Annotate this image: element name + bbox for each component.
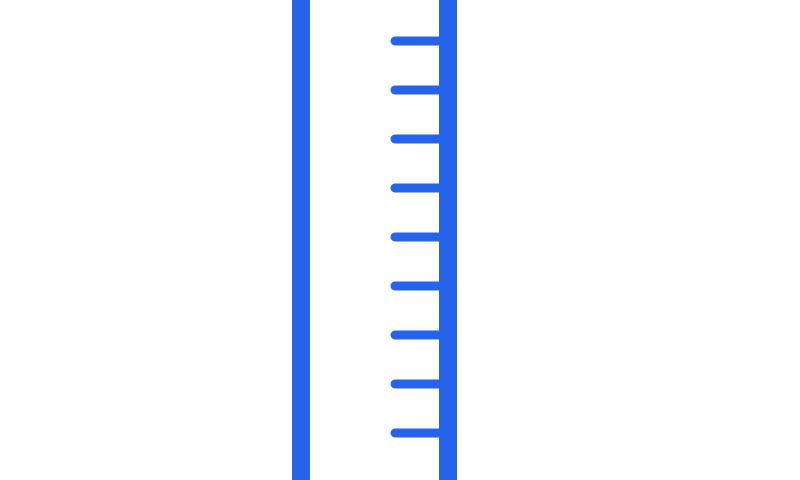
left-rail: [292, 0, 310, 480]
tick-marks: [390, 36, 446, 438]
right-rail: [439, 0, 457, 480]
